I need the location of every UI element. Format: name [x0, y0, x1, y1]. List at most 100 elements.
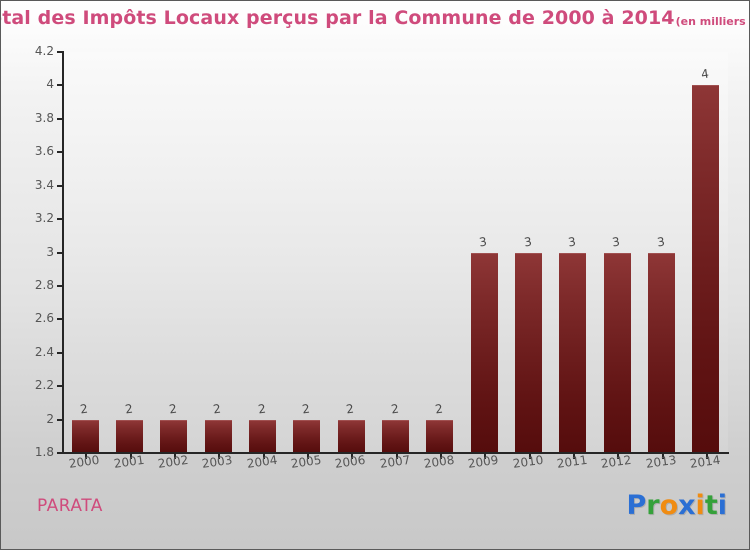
x-axis-tick-mark: [661, 453, 664, 459]
y-axis-tick-label: 3.4: [34, 177, 54, 192]
y-axis-tick-label: 4.2: [34, 44, 54, 58]
y-axis-tick-mark: [57, 151, 64, 154]
bar-value-label: 3: [655, 234, 666, 250]
y-axis-tick-label: 3.6: [34, 144, 54, 159]
x-axis-tick-mark: [572, 453, 575, 459]
x-axis-tick-label: 2007: [378, 452, 411, 471]
y-axis-tick-label: 4: [46, 77, 54, 92]
x-axis-tick-label: 2004: [245, 452, 278, 471]
y-axis-tick-mark: [57, 418, 64, 421]
bar-value-label: 2: [345, 401, 355, 417]
y-axis-tick-label: 2.8: [34, 277, 54, 292]
y-axis-tick-mark: [57, 318, 64, 321]
bar-value-label: 3: [611, 234, 621, 250]
logo-letter: r: [646, 490, 660, 521]
bar[interactable]: [204, 419, 232, 453]
bar[interactable]: [692, 85, 720, 453]
bar-value-label: 2: [168, 401, 178, 417]
bar-value-label: 2: [212, 401, 222, 417]
bar-value-label: 2: [434, 401, 444, 417]
y-axis-tick-label: 3.8: [34, 110, 54, 125]
x-axis-tick-mark: [306, 453, 309, 459]
y-axis-tick-mark: [57, 385, 64, 388]
y-axis-tick-mark: [57, 452, 64, 454]
bar[interactable]: [337, 419, 365, 453]
x-axis-tick-mark: [617, 453, 620, 459]
proxiti-logo[interactable]: Proxiti: [626, 490, 727, 521]
logo-letter: P: [626, 490, 647, 521]
bar-value-label: 2: [389, 401, 400, 417]
commune-name: PARATA: [37, 496, 103, 516]
x-axis-tick-mark: [85, 453, 88, 459]
x-axis-tick-mark: [439, 453, 442, 459]
logo-letter: t: [704, 490, 718, 521]
bar[interactable]: [293, 419, 321, 453]
y-axis-tick-mark: [57, 84, 64, 87]
y-axis-tick-mark: [57, 351, 64, 354]
y-axis-tick-label: 2.2: [34, 378, 54, 393]
page-title: Total des Impôts Locaux perçus par la Co…: [0, 7, 675, 29]
x-axis-tick-mark: [262, 453, 265, 459]
bar-value-label: 4: [700, 67, 710, 82]
bar[interactable]: [648, 252, 675, 453]
bar-value-label: 3: [522, 234, 533, 250]
x-axis-tick-mark: [528, 453, 531, 459]
bar-value-label: 2: [256, 401, 267, 417]
bar[interactable]: [470, 252, 498, 453]
x-axis-tick-label: 2002: [156, 452, 190, 471]
chart-units-label: (en milliers d'€): [675, 14, 749, 28]
bar-value-label: 2: [79, 401, 89, 417]
bar[interactable]: [382, 419, 409, 453]
x-axis-tick-label: 2013: [644, 452, 677, 471]
y-axis-tick-mark: [57, 117, 64, 120]
logo-letter: i: [695, 490, 705, 521]
bar[interactable]: [559, 252, 587, 453]
y-axis-tick-mark: [57, 218, 64, 221]
x-axis-tick-label: 2014: [688, 452, 722, 471]
y-axis-tick-label: 3.2: [34, 211, 54, 226]
x-axis-tick-label: 2012: [600, 452, 633, 471]
chart-title-bar: Total des Impôts Locaux perçus par la Co…: [0, 1, 749, 35]
y-axis-tick-label: 1.8: [34, 445, 54, 459]
y-axis-tick-label: 2.4: [34, 344, 54, 359]
logo-letter: o: [659, 490, 679, 521]
x-axis-tick-label: 2010: [511, 452, 544, 471]
x-axis-tick-label: 2003: [201, 452, 234, 471]
y-axis-tick-label: 3: [46, 244, 54, 259]
bar-value-label: 2: [123, 401, 134, 417]
y-axis-tick-mark: [57, 284, 64, 287]
x-axis-tick-label: 2000: [68, 452, 101, 471]
bar[interactable]: [426, 419, 454, 453]
x-axis-tick-mark: [395, 453, 398, 459]
y-axis-tick-mark: [57, 251, 64, 254]
bar[interactable]: [603, 252, 631, 453]
x-axis-tick-mark: [129, 453, 132, 459]
x-axis-tick-label: 2001: [112, 452, 145, 471]
logo-letter: i: [717, 490, 727, 521]
bar-value-label: 3: [478, 234, 488, 250]
x-axis-tick-label: 2005: [289, 452, 323, 471]
bar-value-label: 2: [301, 401, 311, 417]
bar[interactable]: [249, 419, 276, 453]
y-axis-tick-mark: [57, 51, 64, 53]
x-axis-tick-mark: [218, 453, 221, 459]
x-axis-tick-label: 2006: [334, 452, 367, 471]
x-axis-tick-mark: [351, 453, 354, 459]
y-axis-tick-label: 2: [46, 411, 54, 426]
bar-value-label: 3: [567, 234, 577, 250]
logo-letter: x: [678, 490, 696, 521]
bar[interactable]: [71, 419, 99, 453]
x-axis-tick-mark: [705, 453, 708, 459]
x-axis-tick-label: 2011: [555, 452, 589, 471]
x-axis-tick-mark: [484, 453, 487, 459]
bar[interactable]: [160, 419, 188, 453]
x-axis-tick-label: 2009: [467, 452, 500, 471]
plot-area: 2 2 2 2 2 2 2 2 2 3 3 3 3 3 4: [63, 52, 728, 453]
y-axis-tick-label: 2.6: [34, 311, 54, 326]
x-axis-tick-mark: [173, 453, 176, 459]
y-axis-tick-mark: [57, 184, 64, 187]
x-axis-tick-label: 2008: [422, 452, 456, 471]
bar[interactable]: [116, 419, 143, 453]
bar[interactable]: [515, 252, 542, 453]
